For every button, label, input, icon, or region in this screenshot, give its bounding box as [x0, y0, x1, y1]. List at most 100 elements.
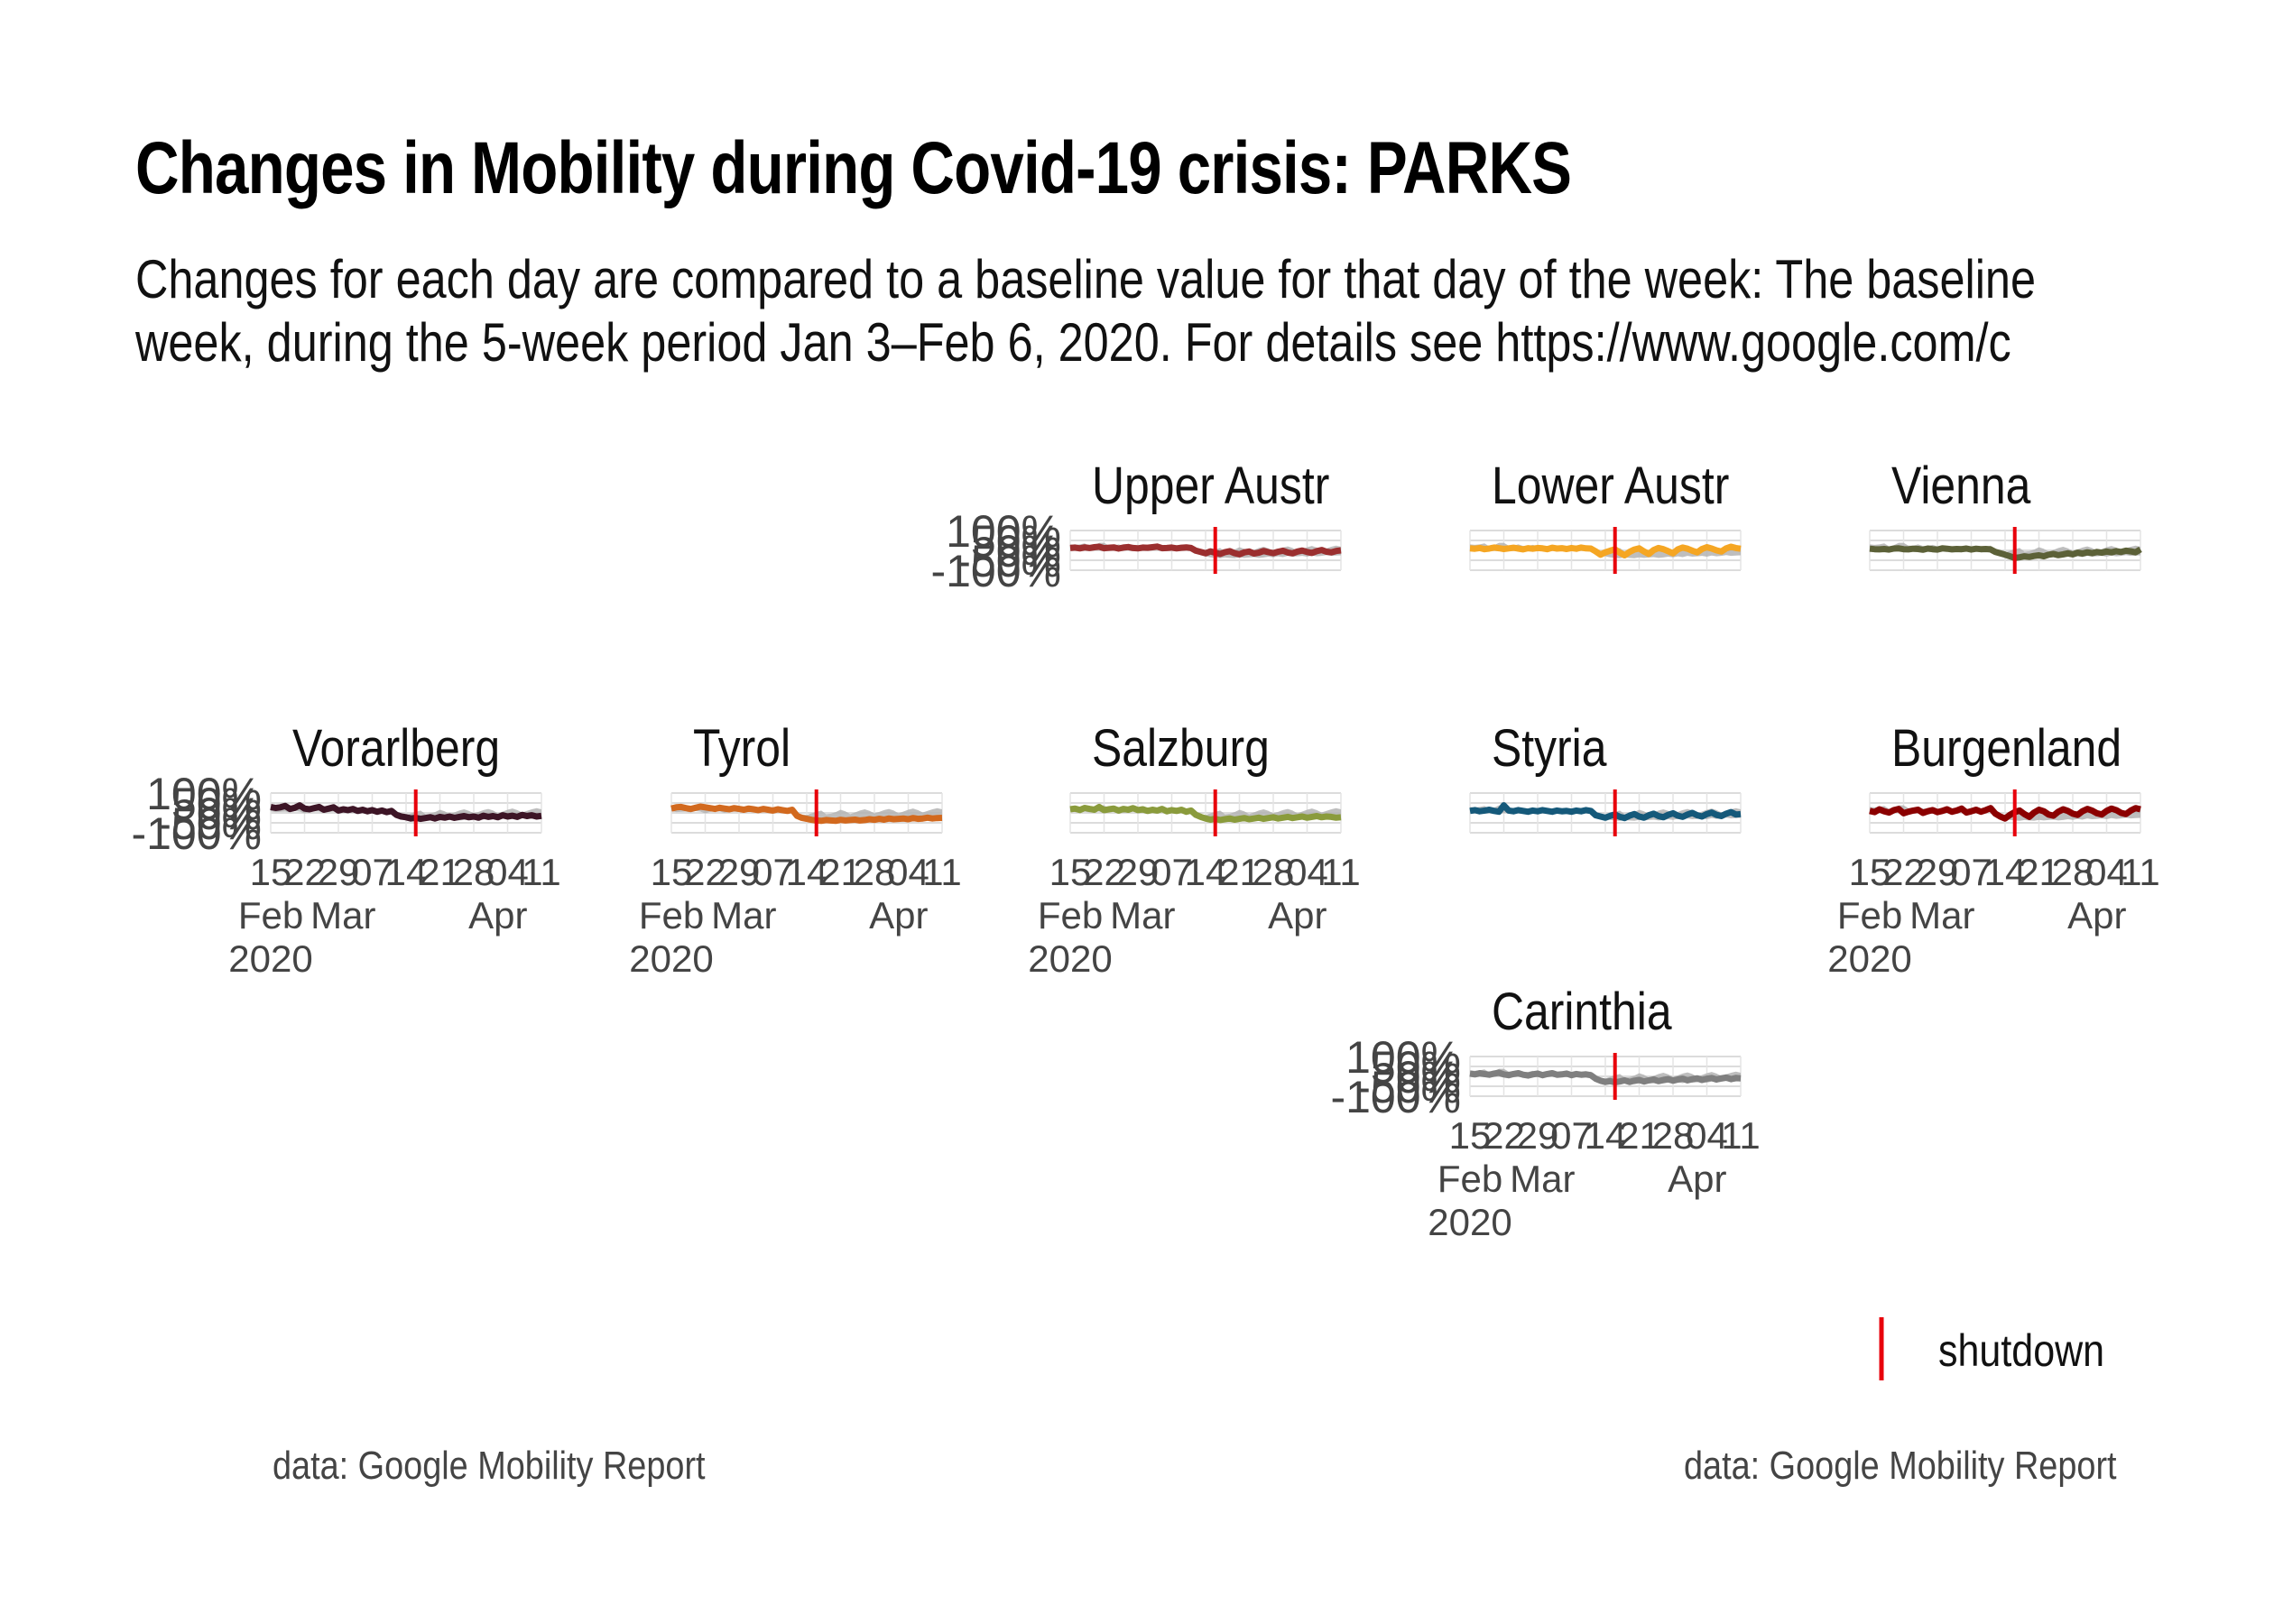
series-line — [1469, 802, 1742, 822]
x-month-label: Apr — [468, 894, 527, 937]
series-line — [270, 802, 542, 823]
x-year-label: 2020 — [629, 937, 713, 980]
panel-title: Lower Austr — [1492, 457, 1729, 515]
legend-label-shutdown: shutdown — [1938, 1325, 2105, 1376]
x-month-label: Apr — [869, 894, 928, 937]
y-tick-label: -100% — [131, 808, 262, 859]
x-year-label: 2020 — [1028, 937, 1112, 980]
y-tick-label: -50% — [156, 798, 262, 849]
caption-left: data: Google Mobility Report — [273, 1444, 706, 1488]
panel-carinthia: Carinthia100%50%0%-50%-100%1522290714212… — [1330, 983, 1760, 1243]
x-tick-label: 22 — [1882, 851, 1925, 893]
x-year-label: 2020 — [1428, 1201, 1511, 1243]
x-tick-label: 11 — [1321, 851, 1361, 893]
panel-title: Vienna — [1891, 457, 2031, 515]
x-tick-label: 28 — [1253, 851, 1295, 893]
x-year-label: 2020 — [1827, 937, 1911, 980]
y-tick-label: 50% — [171, 779, 262, 829]
x-month-label: Feb — [639, 894, 704, 937]
y-tick-label: -100% — [1330, 1072, 1461, 1122]
x-month-label: Feb — [1038, 894, 1103, 937]
y-tick-label: -50% — [1355, 1062, 1461, 1112]
y-tick-label: 100% — [146, 769, 262, 819]
x-tick-label: 14 — [1585, 1114, 1627, 1157]
x-tick-label: 21 — [419, 851, 461, 893]
series-line — [670, 803, 943, 825]
x-tick-label: 07 — [752, 851, 794, 893]
panel-styria: Styria — [1469, 720, 1742, 836]
panel-vienna: Vienna — [1869, 457, 2142, 574]
x-tick-label: 14 — [1984, 851, 2027, 893]
y-tick-label: 0% — [197, 789, 262, 839]
y-tick-label: -100% — [930, 546, 1061, 596]
panel-title: Salzburg — [1092, 720, 1270, 778]
panel-title: Upper Austr — [1092, 457, 1329, 515]
x-month-label: Apr — [2067, 894, 2126, 937]
x-tick-label: 28 — [1652, 1114, 1695, 1157]
x-tick-label: 11 — [2121, 851, 2160, 893]
x-tick-label: 14 — [786, 851, 828, 893]
x-tick-label: 29 — [1917, 851, 1959, 893]
series-line — [1069, 803, 1342, 824]
x-tick-label: 22 — [684, 851, 726, 893]
x-tick-label: 07 — [1550, 1114, 1593, 1157]
x-month-label: Feb — [1437, 1158, 1502, 1200]
y-tick-label: 100% — [946, 506, 1061, 557]
x-tick-label: 15 — [1449, 1114, 1492, 1157]
panel-title: Vorarlberg — [292, 720, 500, 778]
series-line — [1469, 1069, 1742, 1086]
x-tick-label: 04 — [1286, 851, 1328, 893]
x-tick-label: 15 — [250, 851, 292, 893]
y-tick-label: 100% — [1345, 1032, 1461, 1083]
x-month-label: Apr — [1268, 894, 1326, 937]
x-year-label: 2020 — [228, 937, 312, 980]
x-tick-label: 29 — [1517, 1114, 1559, 1157]
x-tick-label: 15 — [1049, 851, 1092, 893]
panel-lower-austr: Lower Austr — [1469, 457, 1742, 574]
series-line — [1069, 543, 1342, 558]
x-tick-label: 04 — [1686, 1114, 1728, 1157]
x-tick-label: 21 — [1218, 851, 1261, 893]
x-tick-label: 07 — [1950, 851, 1992, 893]
x-tick-label: 04 — [486, 851, 529, 893]
y-tick-label: 0% — [996, 526, 1061, 577]
panel-title: Styria — [1492, 720, 1607, 778]
panel-upper-austr: Upper Austr 100%50%0%-50%-100% — [930, 457, 1342, 596]
x-tick-label: 21 — [819, 851, 862, 893]
x-month-label: Mar — [1909, 894, 1974, 937]
x-tick-label: 29 — [1117, 851, 1160, 893]
x-month-label: Apr — [1668, 1158, 1726, 1200]
y-tick-label: 0% — [1396, 1052, 1461, 1103]
x-tick-label: 07 — [1151, 851, 1193, 893]
x-tick-label: 11 — [1721, 1114, 1761, 1157]
panel-title: Burgenland — [1891, 720, 2121, 778]
x-month-label: Mar — [1110, 894, 1175, 937]
x-tick-label: 28 — [453, 851, 495, 893]
series-line — [1869, 545, 2142, 561]
y-tick-label: -50% — [956, 536, 1061, 586]
caption-right: data: Google Mobility Report — [1684, 1444, 2117, 1488]
x-month-label: Feb — [238, 894, 303, 937]
x-tick-label: 15 — [651, 851, 693, 893]
x-tick-label: 28 — [854, 851, 896, 893]
panel-title: Tyrol — [693, 720, 790, 778]
y-tick-label: 50% — [971, 516, 1061, 567]
x-tick-label: 21 — [1618, 1114, 1660, 1157]
x-month-label: Feb — [1837, 894, 1902, 937]
x-tick-label: 28 — [2052, 851, 2094, 893]
series-line — [1469, 543, 1742, 558]
subtitle-line-2: week, during the 5-week period Jan 3–Feb… — [135, 312, 2011, 373]
x-month-label: Mar — [711, 894, 776, 937]
x-tick-label: 04 — [2085, 851, 2128, 893]
x-tick-label: 15 — [1849, 851, 1891, 893]
series-line — [1869, 805, 2141, 822]
x-tick-label: 22 — [283, 851, 326, 893]
x-month-label: Mar — [1510, 1158, 1575, 1200]
x-tick-label: 07 — [351, 851, 393, 893]
y-tick-label: 50% — [1371, 1042, 1461, 1093]
x-tick-label: 04 — [887, 851, 929, 893]
x-tick-label: 11 — [922, 851, 962, 893]
